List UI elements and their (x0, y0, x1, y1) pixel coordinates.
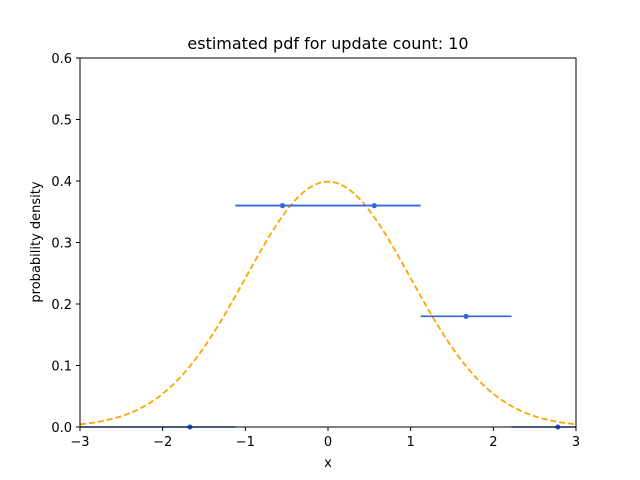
x-axis-label: x (324, 456, 332, 471)
y-tick-label: 0.3 (51, 237, 72, 252)
y-tick-label: 0.6 (51, 52, 72, 67)
x-tick-label: −3 (70, 435, 89, 450)
x-tick-label: 1 (407, 435, 415, 450)
y-tick-label: 0.0 (51, 421, 72, 436)
estimate-point (371, 203, 377, 209)
y-tick-label: 0.4 (51, 175, 72, 190)
y-tick-label: 0.1 (51, 360, 72, 375)
x-tick-label: 2 (489, 435, 497, 450)
x-axis-ticks: −3 −2 −1 0 1 2 3 (70, 427, 580, 450)
chart-title: estimated pdf for update count: 10 (187, 34, 468, 53)
x-tick-label: −2 (153, 435, 172, 450)
y-tick-label: 0.2 (51, 298, 72, 313)
x-tick-label: −1 (236, 435, 255, 450)
estimate-point (463, 313, 469, 319)
y-tick-label: 0.5 (51, 114, 72, 129)
pdf-curve (79, 180, 577, 426)
x-tick-label: 0 (324, 435, 332, 450)
y-axis-label: probability density (29, 181, 44, 302)
axes-frame (79, 57, 577, 428)
y-axis-ticks: 0.0 0.1 0.2 0.3 0.4 0.5 0.6 (51, 52, 80, 436)
x-tick-label: 3 (572, 435, 580, 450)
